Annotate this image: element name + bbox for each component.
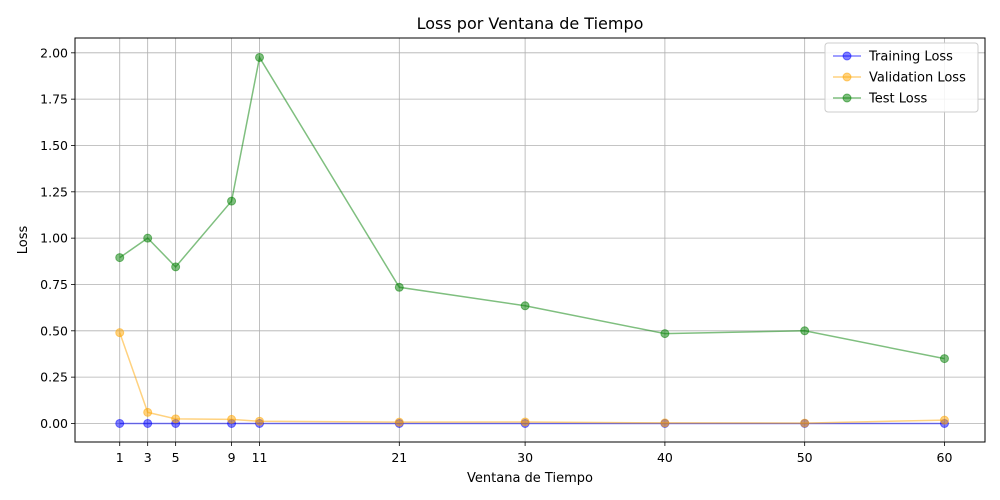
y-tick-label: 0.00 [40,416,68,431]
data-point [800,326,810,336]
x-tick-label: 9 [228,450,236,465]
legend-label: Test Loss [868,92,927,107]
x-tick-label: 3 [144,450,152,465]
y-axis-label: Loss [16,226,31,255]
data-point [227,196,237,206]
data-point [520,301,530,311]
series [115,52,949,428]
legend-label: Validation Loss [869,71,966,86]
series-test-loss [115,52,949,364]
data-point [143,233,153,243]
y-tick-label: 1.25 [40,184,68,199]
data-point [660,329,670,339]
x-axis-label: Ventana de Tiempo [467,471,593,486]
y-tick-label: 0.75 [40,277,68,292]
data-point [394,417,404,427]
data-point [171,414,181,424]
y-tick-label: 1.50 [40,138,68,153]
y-tick-label: 1.75 [40,92,68,107]
data-point [394,282,404,292]
x-tick-label: 40 [657,450,673,465]
data-point [255,416,265,426]
data-point [115,418,125,428]
data-point [115,253,125,263]
y-tick-label: 0.25 [40,370,68,385]
x-tick-label: 60 [937,450,953,465]
chart-title: Loss por Ventana de Tiempo [417,14,644,33]
x-axis-ticks: 1 3 5 9 11 21 30 40 50 60 [116,442,953,465]
data-point [143,418,153,428]
data-point [171,262,181,272]
x-tick-label: 5 [172,450,180,465]
legend-box [824,42,979,113]
series-line [119,55,945,360]
data-point [227,414,237,424]
y-tick-label: 1.00 [40,231,68,246]
legend-marker [842,51,852,61]
legend-label: Training Loss [868,50,953,65]
series-validation-loss [115,328,949,428]
data-point [660,418,670,428]
series-line [119,332,945,424]
data-point [255,52,265,62]
data-point [939,354,949,364]
data-point [520,417,530,427]
data-point [800,418,810,428]
legend: Training Loss Validation Loss Test Loss [824,42,979,113]
x-tick-label: 30 [517,450,533,465]
x-tick-label: 50 [797,450,813,465]
legend-marker [842,93,852,103]
data-point [939,415,949,425]
x-tick-label: 1 [116,450,124,465]
y-tick-label: 2.00 [40,45,68,60]
data-point [143,407,153,417]
data-point [115,328,125,338]
y-tick-label: 0.50 [40,323,68,338]
y-axis-ticks: 0.00 0.25 0.50 0.75 1.00 1.25 1.50 1.75 2.00 [40,45,75,431]
x-tick-label: 11 [252,450,268,465]
plot-frame [74,37,986,443]
legend-marker [842,72,852,82]
x-tick-label: 21 [391,450,407,465]
